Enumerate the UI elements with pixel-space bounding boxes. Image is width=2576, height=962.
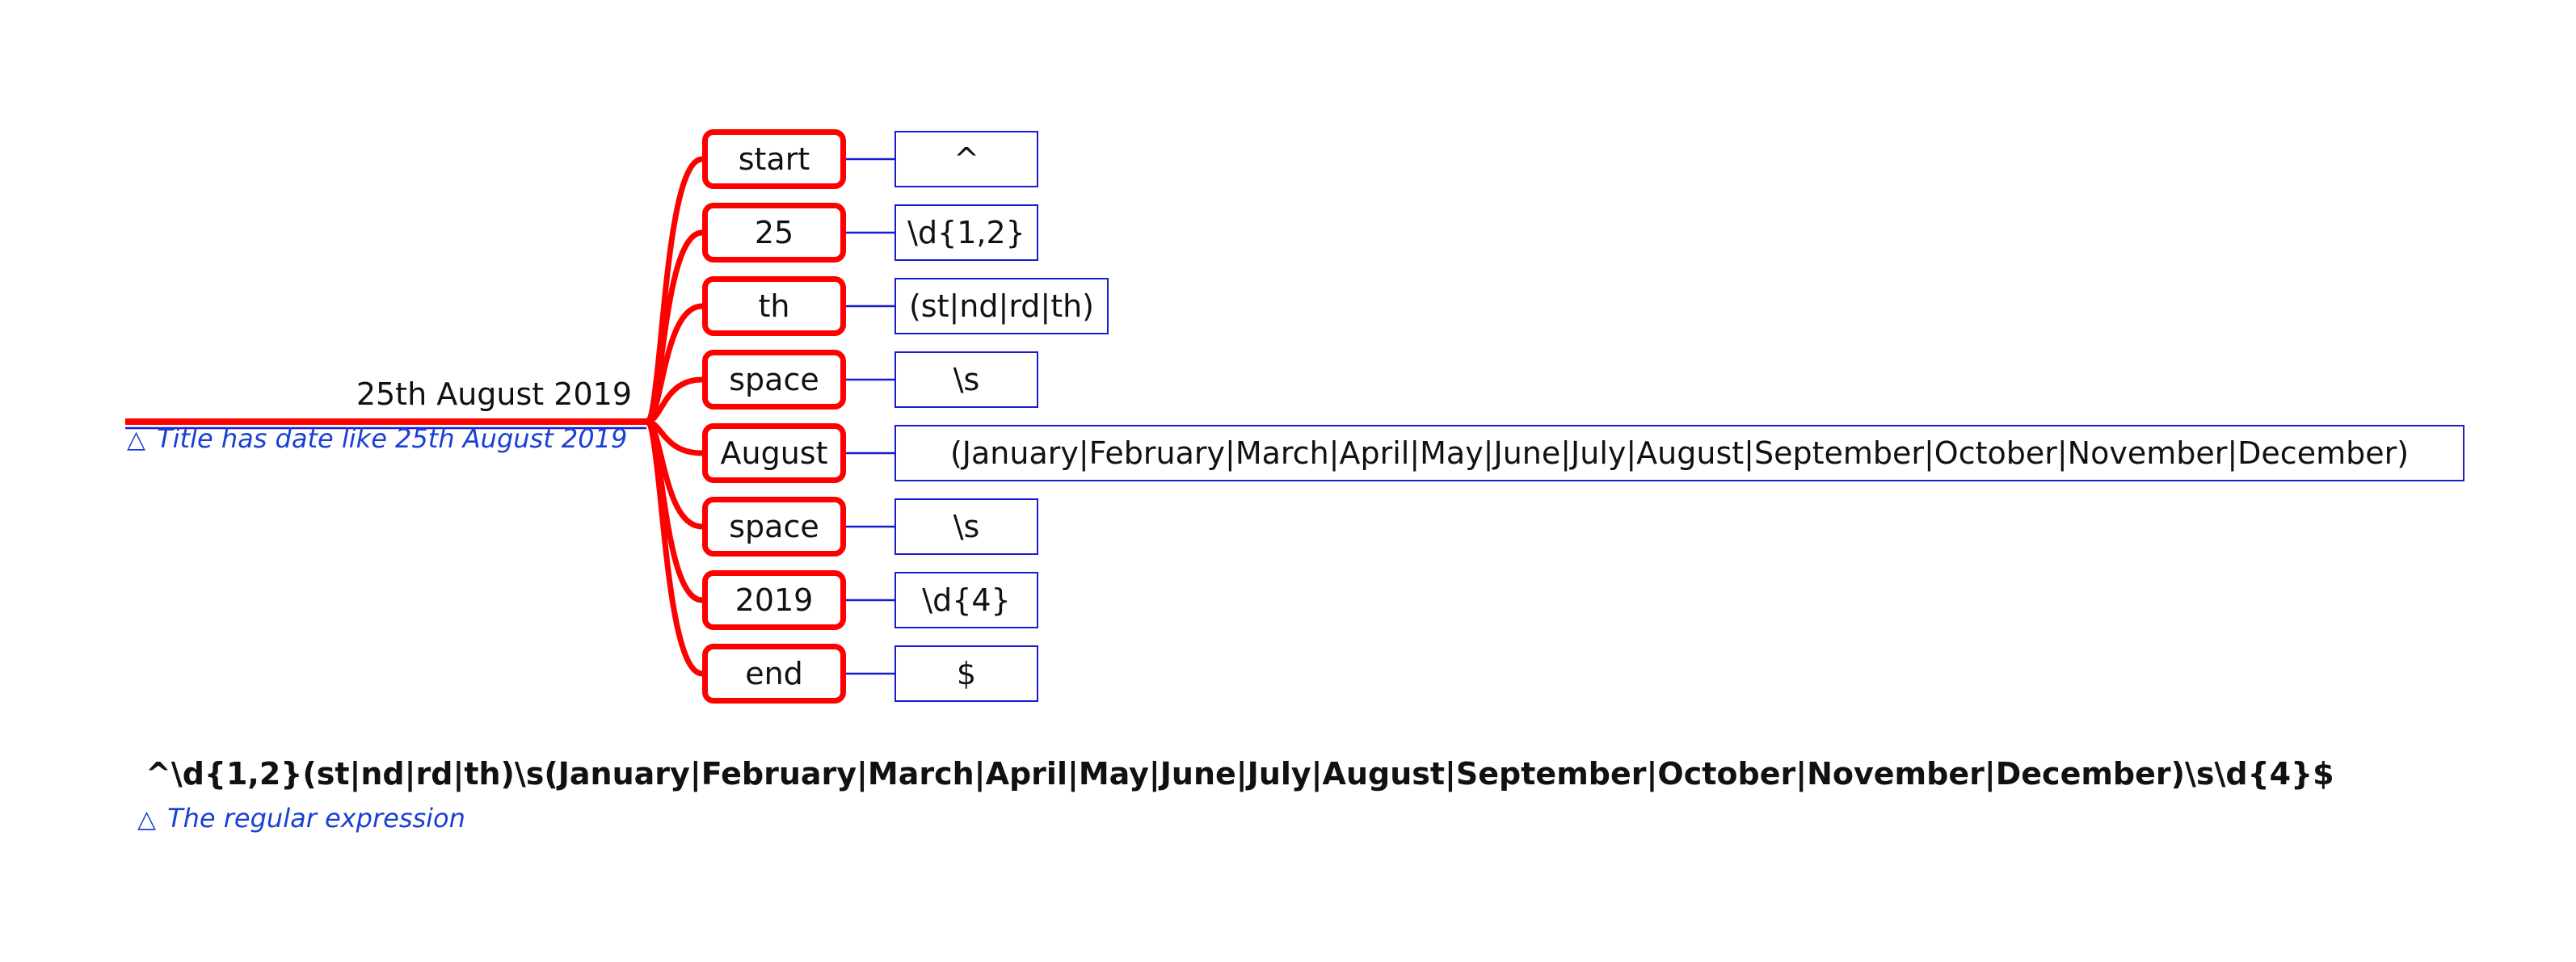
branch-connector <box>643 418 703 677</box>
note-triangle-icon: △ <box>137 805 157 834</box>
branch-node-2019[interactable]: 2019 <box>702 570 846 630</box>
pattern-box[interactable]: \d{1,2} <box>894 204 1038 261</box>
pattern-box[interactable]: (January|February|March|April|May|June|J… <box>894 425 2464 481</box>
branch-node-end[interactable]: end <box>702 644 846 704</box>
pattern-box[interactable]: $ <box>894 645 1038 702</box>
branch-connector <box>645 303 703 425</box>
pattern-box[interactable]: \s <box>894 498 1038 555</box>
pattern-box[interactable]: (st|nd|rd|th) <box>894 278 1109 334</box>
root-note-text: Title has date like 25th August 2019 <box>157 423 628 454</box>
branch-node-25[interactable]: 25 <box>702 203 846 263</box>
root-note: △ Title has date like 25th August 2019 <box>127 423 627 454</box>
pattern-box[interactable]: ^ <box>894 131 1038 187</box>
regex-note-text: The regular expression <box>167 803 465 834</box>
branch-node-th[interactable]: th <box>702 276 846 336</box>
branch-node-space[interactable]: space <box>702 350 846 410</box>
pattern-box[interactable]: \s <box>894 351 1038 408</box>
branch-node-start[interactable]: start <box>702 129 846 189</box>
branch-node-space[interactable]: space <box>702 497 846 557</box>
note-triangle-icon: △ <box>127 426 146 454</box>
regex-note: △ The regular expression <box>137 803 465 834</box>
regex-topic[interactable]: ^\d{1,2}(st|nd|rd|th)\s(January|February… <box>145 756 2334 792</box>
pattern-box[interactable]: \d{4} <box>894 572 1038 628</box>
branch-node-august[interactable]: August <box>702 423 846 483</box>
root-topic[interactable]: 25th August 2019 <box>356 376 632 412</box>
